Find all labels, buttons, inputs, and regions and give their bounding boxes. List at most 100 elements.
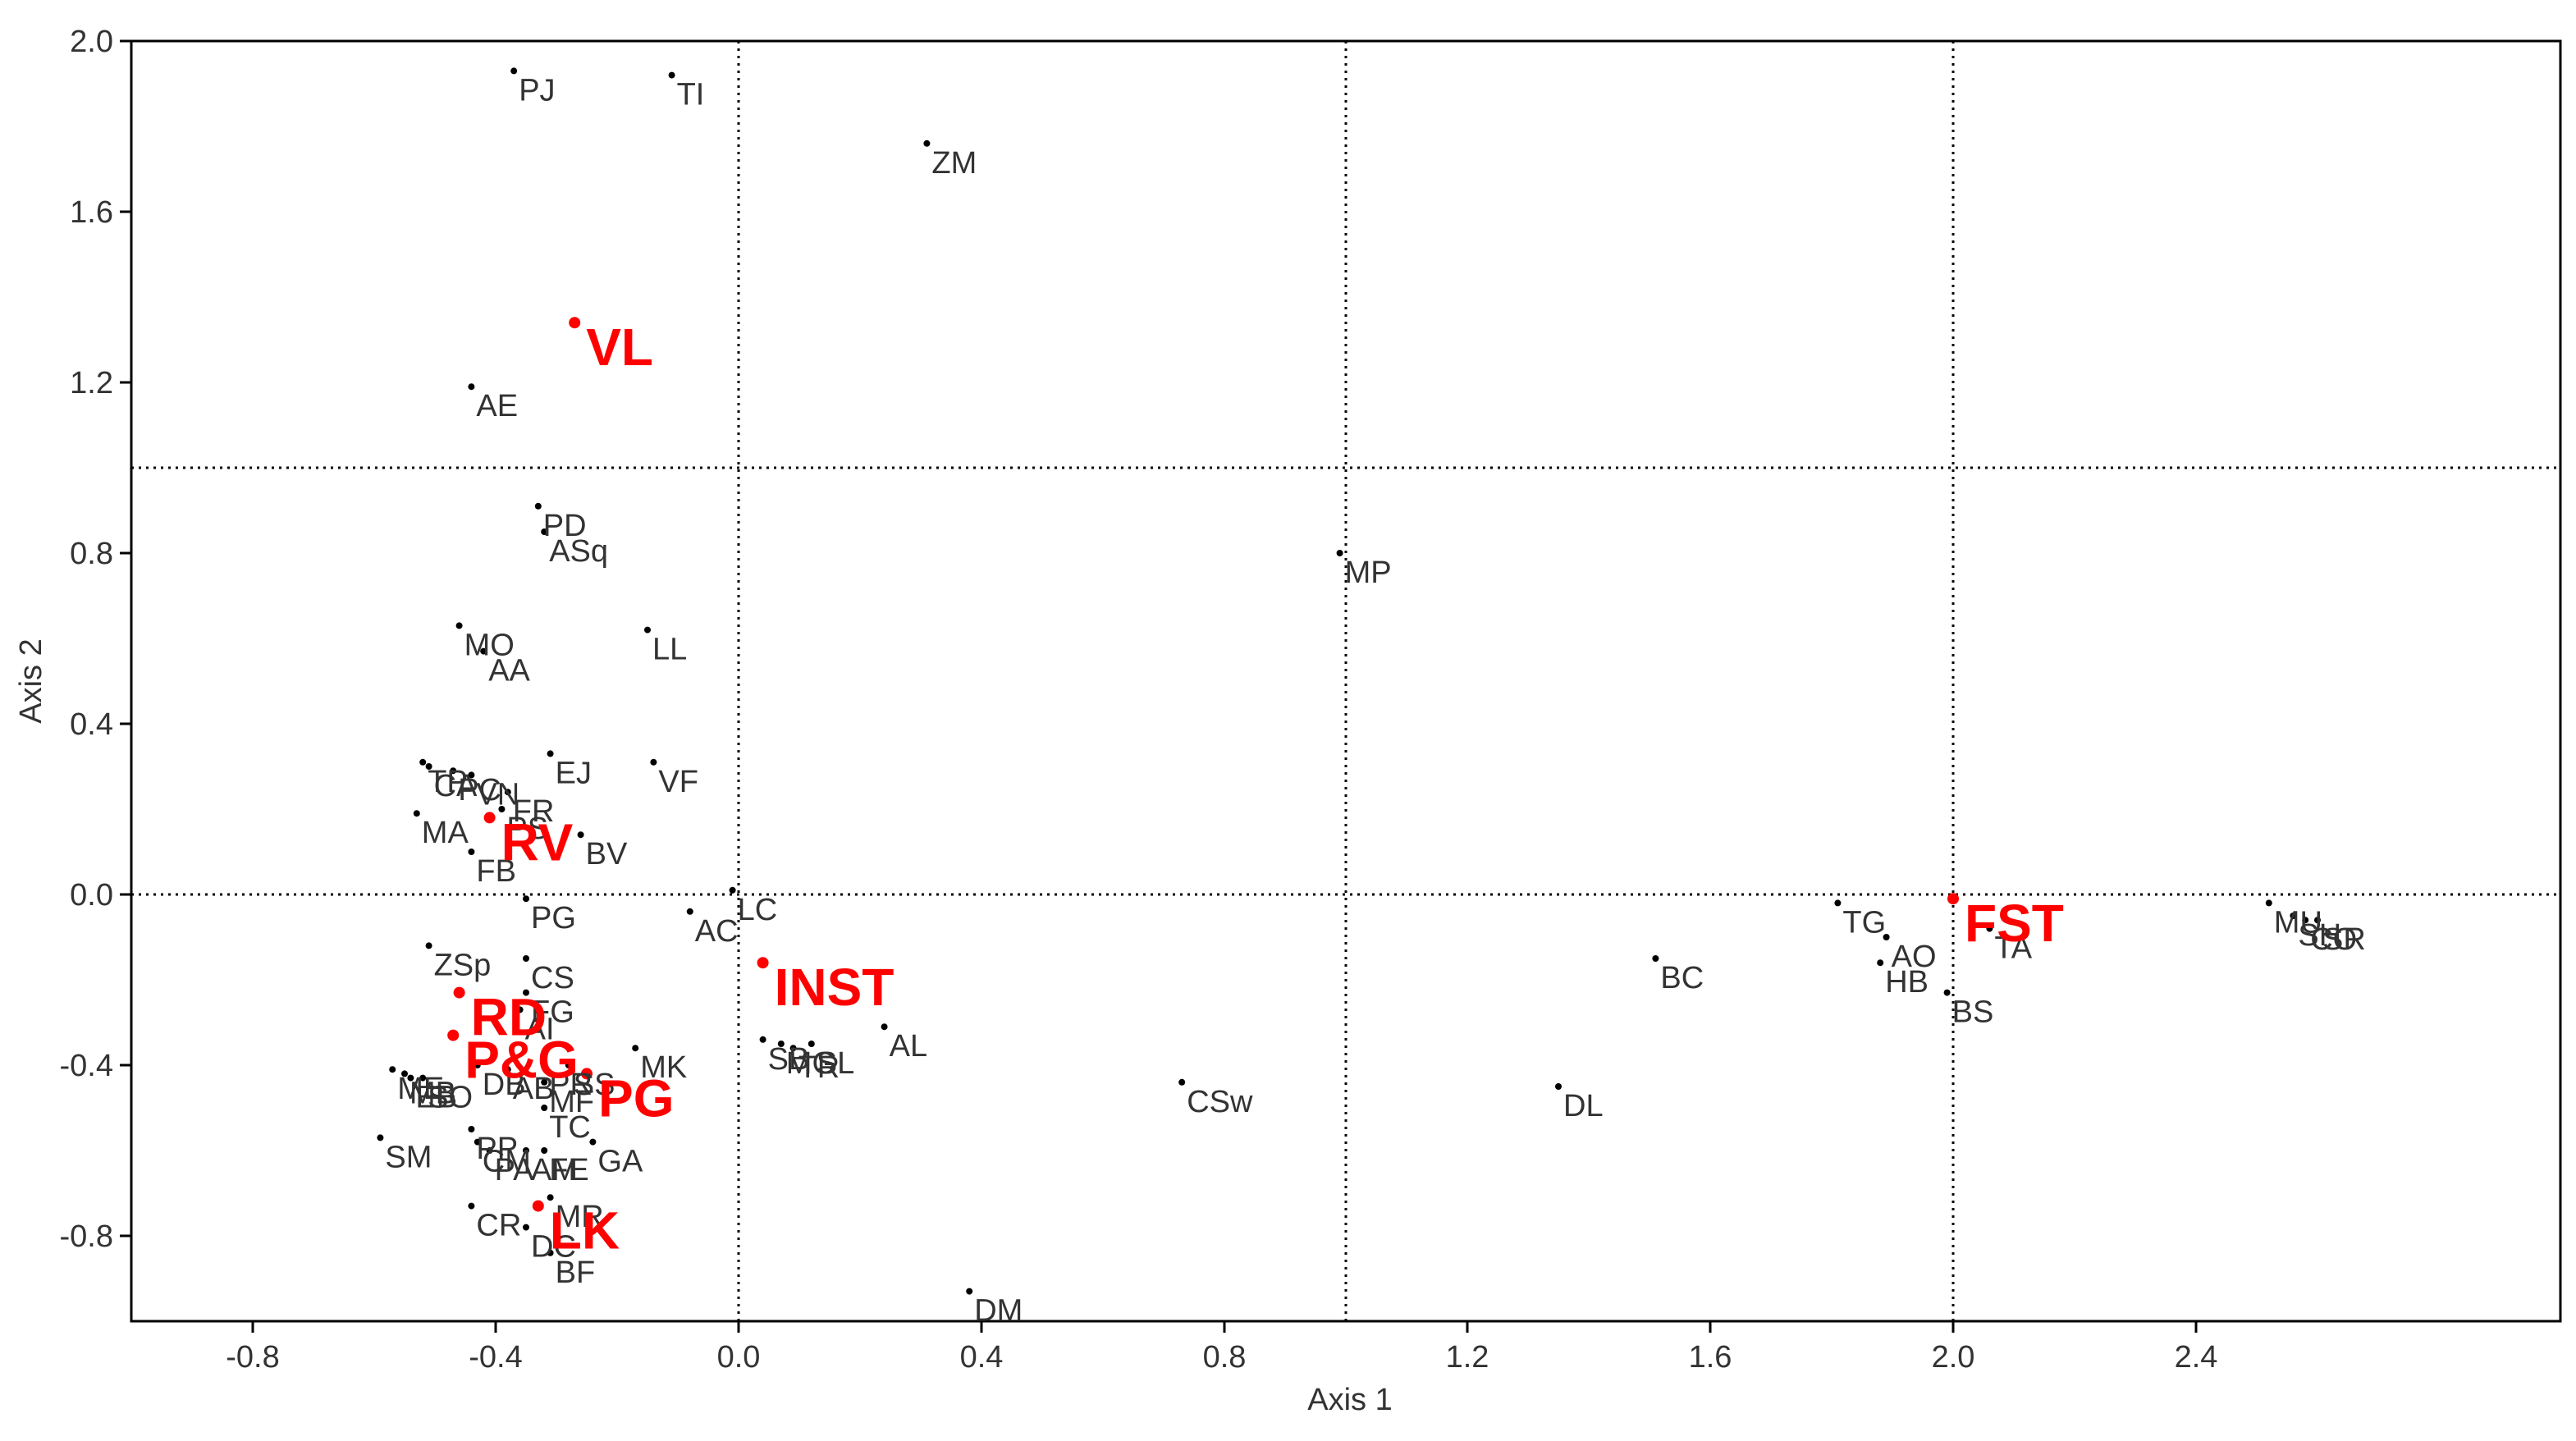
data-point (468, 1202, 475, 1210)
point-label: CS (531, 961, 574, 995)
data-point (419, 758, 427, 766)
data-point (686, 908, 693, 915)
point-label: PJ (519, 73, 555, 108)
point-label: PR (549, 1068, 593, 1102)
point-label: EJ (556, 756, 592, 790)
data-point (547, 1249, 554, 1256)
group-point (453, 986, 465, 999)
group-label: LK (550, 1201, 620, 1260)
point-label: MK (640, 1050, 687, 1085)
data-point (789, 1045, 797, 1052)
point-label: AE (476, 389, 518, 423)
point-label: AO (1892, 940, 1937, 974)
data-point (523, 1147, 529, 1154)
data-point (966, 1288, 973, 1295)
data-point (1178, 1078, 1186, 1086)
x-tick-label: 0.8 (1203, 1340, 1247, 1375)
point-label: PP (476, 1132, 518, 1166)
point-label: SO (428, 1081, 473, 1115)
x-tick-label: -0.8 (226, 1340, 279, 1375)
point-label: PS (506, 812, 548, 846)
x-tick-label: 2.4 (2175, 1340, 2218, 1375)
group-point (569, 317, 581, 329)
point-label: BC (1660, 961, 1704, 995)
data-point (523, 895, 529, 903)
group-label: FST (1965, 894, 2064, 953)
data-point (401, 1070, 408, 1077)
data-point (1883, 934, 1890, 940)
point-label: AI (525, 1012, 555, 1046)
data-point (504, 1066, 511, 1073)
data-point (923, 140, 931, 147)
data-point (407, 1074, 414, 1082)
plot-area (130, 39, 2562, 1323)
point-label: GA (597, 1145, 643, 1179)
point-label: DB (483, 1068, 526, 1102)
point-label: TP (428, 765, 468, 799)
point-label: AB (513, 1072, 555, 1106)
point-label: DM (974, 1294, 1023, 1329)
group-label: RD (471, 988, 547, 1047)
point-label: AM (531, 1153, 578, 1187)
data-point (650, 758, 657, 766)
point-label: SB (768, 1042, 810, 1077)
y-tick-label: -0.8 (60, 1219, 113, 1254)
point-label: ZM (931, 146, 977, 181)
point-label: TA (1994, 931, 2032, 966)
data-point (589, 1138, 597, 1146)
point-label: MA (422, 816, 469, 850)
point-label: AC (695, 914, 739, 949)
data-point (2290, 913, 2297, 919)
point-label: BV (586, 837, 628, 871)
data-point (486, 1147, 493, 1154)
data-point (455, 622, 463, 629)
data-point (516, 1006, 524, 1013)
data-point (2265, 899, 2272, 907)
x-tick-label: 1.2 (1446, 1340, 1489, 1375)
data-point (777, 1041, 785, 1047)
point-label: AA (488, 654, 530, 688)
point-label: PG (531, 901, 576, 936)
data-point (2314, 917, 2321, 924)
point-label: HB (1885, 965, 1929, 1000)
data-point (534, 502, 542, 510)
data-point (468, 1126, 475, 1132)
y-tick-label: 0.4 (70, 707, 113, 742)
point-label: CO (2310, 922, 2357, 957)
data-point (547, 1194, 554, 1201)
x-tick-label: 1.6 (1689, 1340, 1732, 1375)
group-label: RV (501, 812, 574, 871)
point-label: SH (2298, 918, 2341, 953)
point-label: FE (549, 1153, 589, 1187)
axis-ticks: -0.8 -0.4 0.0 0.4 0.8 1.2 1.6 2.0 2.4 2.0 1.6 1.2 0.… (60, 25, 2218, 1375)
data-point (480, 647, 487, 655)
data-point (577, 831, 584, 839)
grid-lines (131, 41, 2560, 1321)
data-point (668, 71, 675, 79)
data-point (759, 1036, 766, 1043)
point-label: MR (556, 1200, 604, 1234)
point-label: CA (434, 769, 478, 803)
data-point (541, 1105, 548, 1111)
point-label: PD (543, 509, 587, 543)
data-point (541, 1147, 548, 1154)
point-label: SR (2322, 922, 2366, 957)
group-label: VL (586, 318, 653, 377)
point-label: ME (397, 1072, 444, 1106)
data-points (377, 67, 2321, 1295)
y-tick-label: 0.8 (70, 537, 113, 571)
y-axis-title: Axis 2 (14, 638, 48, 723)
point-label: LC (738, 893, 778, 927)
x-tick-label: 2.0 (1932, 1340, 1975, 1375)
group-label: P&G (464, 1031, 579, 1090)
data-point (1834, 899, 1842, 907)
group-point (581, 1068, 593, 1080)
group-point (447, 1029, 460, 1041)
data-point (419, 1074, 427, 1082)
y-tick-label: -0.4 (60, 1049, 113, 1083)
point-label: EB (415, 1081, 457, 1115)
point-label: TI (677, 78, 705, 112)
data-point (541, 1078, 548, 1086)
point-label: MF (549, 1085, 594, 1119)
group-point (757, 957, 769, 969)
